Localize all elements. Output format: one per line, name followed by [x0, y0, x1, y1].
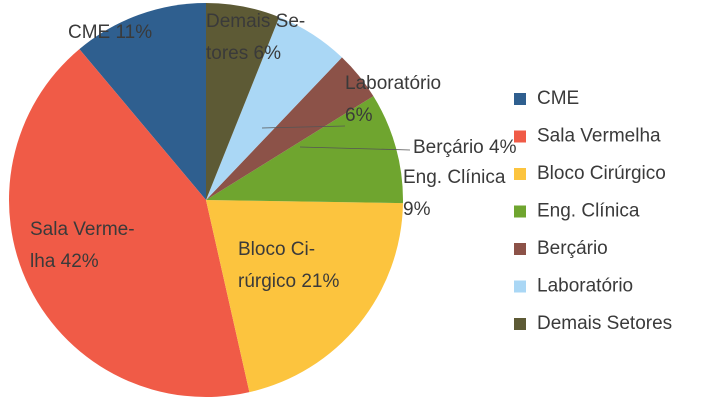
data-label: Sala Verme-lha 42% [30, 219, 135, 272]
legend-label: Berçário [537, 238, 608, 259]
legend-swatch [514, 280, 526, 293]
legend-label: Laboratório [537, 276, 633, 297]
pie-slice [206, 96, 403, 204]
pie-slice [9, 49, 250, 398]
leader-line [299, 146, 411, 151]
legend-label: Sala Vermelha [537, 126, 661, 147]
legend-label: Bloco Cirúrgico [537, 163, 666, 184]
data-label: CME 11% [68, 22, 152, 43]
legend-swatch [514, 205, 526, 218]
data-label: Berçário 4% [413, 137, 517, 158]
legend-swatch [514, 130, 526, 143]
pie-slice [206, 17, 342, 201]
legend-swatch [514, 168, 526, 180]
pie-slice [206, 3, 280, 200]
data-label: Bloco Ci-rúrgico 21% [238, 239, 339, 292]
legend-label: CME [537, 88, 579, 109]
legend-label: Demais Setores [537, 313, 672, 334]
data-label: Demais Se-tores 6% [206, 11, 305, 64]
legend-swatch [514, 243, 526, 255]
data-label: Eng. Clínica 9% [403, 167, 506, 220]
pie-slice [206, 57, 374, 200]
pie-slice [206, 200, 403, 393]
pie-slice [79, 3, 206, 200]
leader-line [261, 125, 346, 129]
legend-swatch [514, 318, 526, 330]
legend-label: Eng. Clínica [537, 201, 640, 222]
legend-swatch [514, 93, 526, 105]
data-label: Laboratório 6% [345, 73, 441, 126]
